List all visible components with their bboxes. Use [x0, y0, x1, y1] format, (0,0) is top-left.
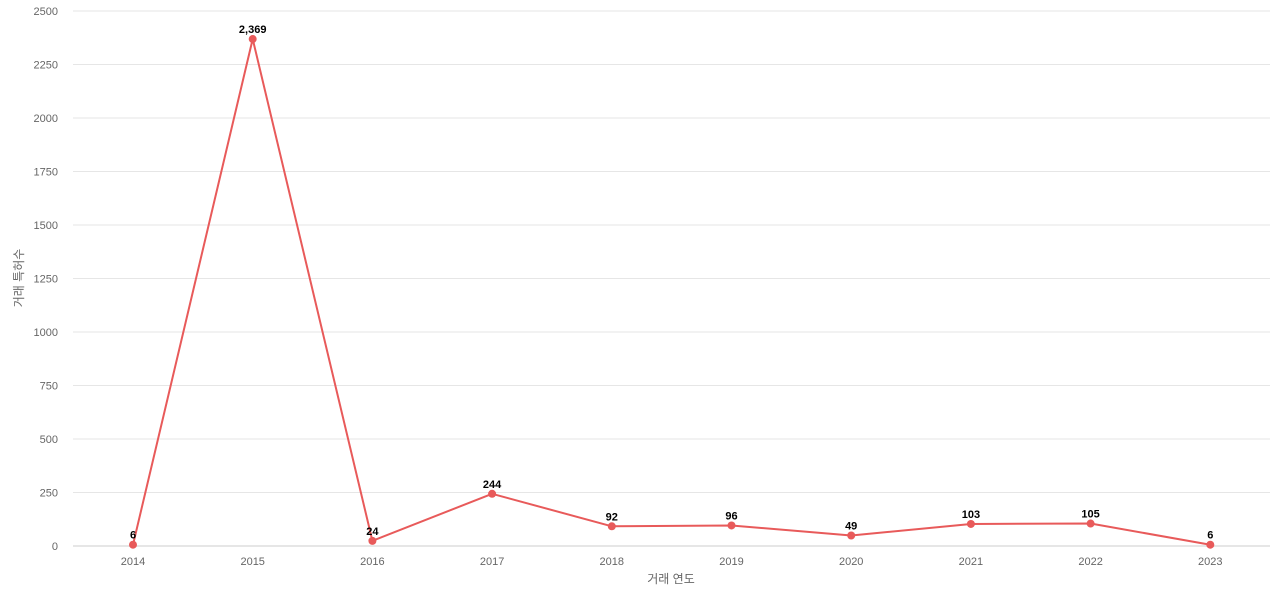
y-axis-ticks: 0 250 500 750 1000 1250 1500 1750 2000 2250 2500: [34, 6, 58, 553]
x-tick-label: 2021: [959, 556, 983, 568]
x-tick-label: 2019: [719, 556, 743, 568]
x-tick-label: 2020: [839, 556, 863, 568]
x-tick-label: 2017: [480, 556, 504, 568]
data-label: 2,369: [239, 24, 267, 36]
x-tick-label: 2018: [600, 556, 624, 568]
y-tick-label: 1500: [34, 220, 58, 232]
data-point[interactable]: [966, 519, 975, 528]
y-tick-label: 2000: [34, 113, 58, 125]
y-tick-label: 2250: [34, 60, 58, 72]
x-tick-label: 2022: [1078, 556, 1102, 568]
y-tick-label: 750: [40, 381, 58, 393]
data-point[interactable]: [727, 521, 736, 530]
data-label: 96: [725, 510, 737, 522]
series-line: [132, 38, 1211, 546]
y-tick-label: 1750: [34, 167, 58, 179]
data-point[interactable]: [847, 531, 856, 540]
x-tick-label: 2014: [121, 556, 145, 568]
x-tick-label: 2015: [240, 556, 264, 568]
y-axis-title: 거래 특허수: [12, 249, 26, 308]
x-axis-ticks: 2014 2015 2016 2017 2018 2019 2020 2021 2022 2023: [121, 556, 1223, 568]
data-point[interactable]: [248, 35, 257, 44]
gridlines: [73, 10, 1270, 493]
data-label: 103: [962, 509, 980, 521]
data-labels: 6 2,369 24 244 92 96 49 103 105 6: [130, 24, 1213, 542]
x-tick-label: 2023: [1198, 556, 1222, 568]
y-tick-label: 2500: [34, 6, 58, 18]
y-tick-label: 0: [52, 541, 58, 553]
y-tick-label: 1000: [34, 327, 58, 339]
data-point[interactable]: [1206, 540, 1215, 549]
data-label: 24: [366, 526, 379, 538]
data-point[interactable]: [1086, 519, 1095, 528]
data-point[interactable]: [607, 522, 616, 531]
series-layer: [129, 35, 1215, 549]
data-label: 92: [606, 511, 618, 523]
x-tick-label: 2016: [360, 556, 384, 568]
data-label: 105: [1081, 509, 1099, 521]
y-tick-label: 250: [40, 488, 58, 500]
data-label: 49: [845, 521, 857, 533]
data-label: 6: [1207, 530, 1213, 542]
x-axis-title: 거래 연도: [647, 572, 695, 586]
data-label: 244: [483, 479, 502, 491]
data-label: 6: [130, 530, 136, 542]
data-point[interactable]: [368, 536, 377, 545]
data-point[interactable]: [129, 540, 137, 549]
data-point[interactable]: [488, 489, 497, 498]
y-tick-label: 500: [40, 434, 58, 446]
y-tick-label: 1250: [34, 274, 58, 286]
